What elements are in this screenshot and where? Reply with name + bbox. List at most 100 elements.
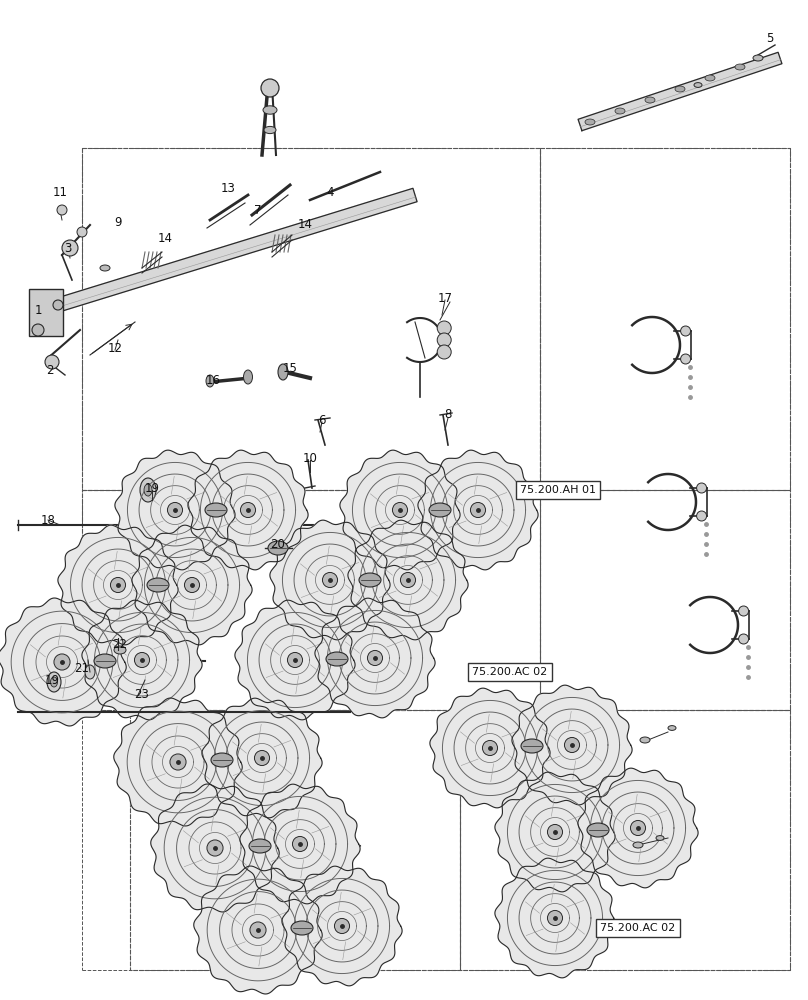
Circle shape — [62, 240, 78, 256]
Circle shape — [482, 740, 498, 756]
Circle shape — [680, 326, 691, 336]
Ellipse shape — [268, 541, 288, 555]
FancyBboxPatch shape — [29, 289, 63, 336]
Ellipse shape — [656, 836, 664, 840]
Text: 3: 3 — [65, 241, 72, 254]
Polygon shape — [270, 520, 390, 640]
Circle shape — [696, 511, 707, 521]
Text: 17: 17 — [437, 292, 452, 304]
Circle shape — [184, 577, 200, 593]
Circle shape — [134, 652, 149, 668]
Ellipse shape — [263, 106, 277, 114]
Text: 75.200.AC 02: 75.200.AC 02 — [473, 667, 548, 677]
Ellipse shape — [211, 753, 233, 767]
Circle shape — [739, 606, 748, 616]
Polygon shape — [151, 784, 280, 912]
Ellipse shape — [264, 126, 276, 134]
Polygon shape — [114, 698, 242, 826]
Circle shape — [548, 824, 562, 840]
Text: 7: 7 — [255, 204, 262, 217]
Circle shape — [170, 754, 186, 770]
Text: 2: 2 — [46, 363, 54, 376]
Ellipse shape — [640, 737, 650, 743]
Circle shape — [437, 333, 451, 347]
Polygon shape — [240, 784, 360, 904]
Polygon shape — [0, 598, 126, 726]
Ellipse shape — [47, 672, 61, 692]
Text: 23: 23 — [135, 688, 149, 702]
Ellipse shape — [94, 654, 116, 668]
Ellipse shape — [694, 83, 702, 87]
Text: 75.200.AH 01: 75.200.AH 01 — [520, 485, 596, 495]
Ellipse shape — [243, 370, 252, 384]
Polygon shape — [340, 450, 460, 570]
Text: 13: 13 — [221, 182, 235, 194]
Polygon shape — [56, 188, 417, 312]
Polygon shape — [512, 685, 632, 805]
Polygon shape — [282, 866, 402, 986]
Polygon shape — [82, 600, 202, 720]
Polygon shape — [578, 52, 782, 131]
Ellipse shape — [278, 364, 288, 380]
Ellipse shape — [705, 75, 715, 81]
Text: 19: 19 — [44, 674, 60, 686]
Circle shape — [322, 572, 338, 588]
Ellipse shape — [140, 478, 156, 502]
Ellipse shape — [85, 665, 95, 679]
Text: 8: 8 — [444, 408, 452, 422]
Polygon shape — [188, 450, 308, 570]
Circle shape — [565, 737, 579, 753]
Ellipse shape — [206, 375, 214, 387]
Circle shape — [680, 354, 691, 364]
Circle shape — [255, 750, 270, 766]
Circle shape — [335, 918, 350, 934]
Text: 6: 6 — [318, 414, 326, 426]
Circle shape — [437, 321, 451, 335]
Circle shape — [241, 502, 255, 518]
Circle shape — [207, 840, 223, 856]
Text: 16: 16 — [205, 373, 221, 386]
Text: 18: 18 — [40, 514, 56, 526]
Circle shape — [261, 79, 279, 97]
Ellipse shape — [521, 739, 543, 753]
Ellipse shape — [675, 86, 685, 92]
Circle shape — [630, 820, 646, 836]
Ellipse shape — [114, 646, 126, 654]
Text: 14: 14 — [158, 232, 172, 244]
Ellipse shape — [587, 823, 609, 837]
Polygon shape — [194, 866, 322, 994]
Polygon shape — [58, 525, 178, 645]
Ellipse shape — [645, 97, 655, 103]
Text: 1: 1 — [34, 304, 42, 316]
Text: 4: 4 — [326, 186, 334, 198]
Circle shape — [54, 654, 70, 670]
Text: 9: 9 — [114, 216, 122, 229]
Ellipse shape — [429, 503, 451, 517]
Circle shape — [393, 502, 407, 518]
Text: 10: 10 — [302, 452, 318, 464]
Polygon shape — [430, 688, 550, 808]
Polygon shape — [348, 520, 468, 640]
Circle shape — [548, 910, 562, 926]
Ellipse shape — [144, 484, 152, 496]
Circle shape — [739, 634, 748, 644]
Ellipse shape — [326, 652, 348, 666]
Polygon shape — [315, 598, 435, 718]
Ellipse shape — [50, 677, 57, 687]
Polygon shape — [418, 450, 538, 570]
Circle shape — [77, 227, 87, 237]
Circle shape — [250, 922, 266, 938]
Ellipse shape — [615, 108, 625, 114]
Ellipse shape — [205, 503, 227, 517]
Text: 14: 14 — [297, 219, 313, 232]
Polygon shape — [495, 772, 615, 892]
Circle shape — [292, 836, 308, 852]
Ellipse shape — [291, 921, 313, 935]
Circle shape — [111, 577, 125, 593]
Circle shape — [167, 502, 183, 518]
Text: 11: 11 — [53, 186, 68, 198]
Ellipse shape — [249, 839, 271, 853]
Circle shape — [288, 652, 302, 668]
Ellipse shape — [753, 55, 763, 61]
Circle shape — [437, 345, 451, 359]
